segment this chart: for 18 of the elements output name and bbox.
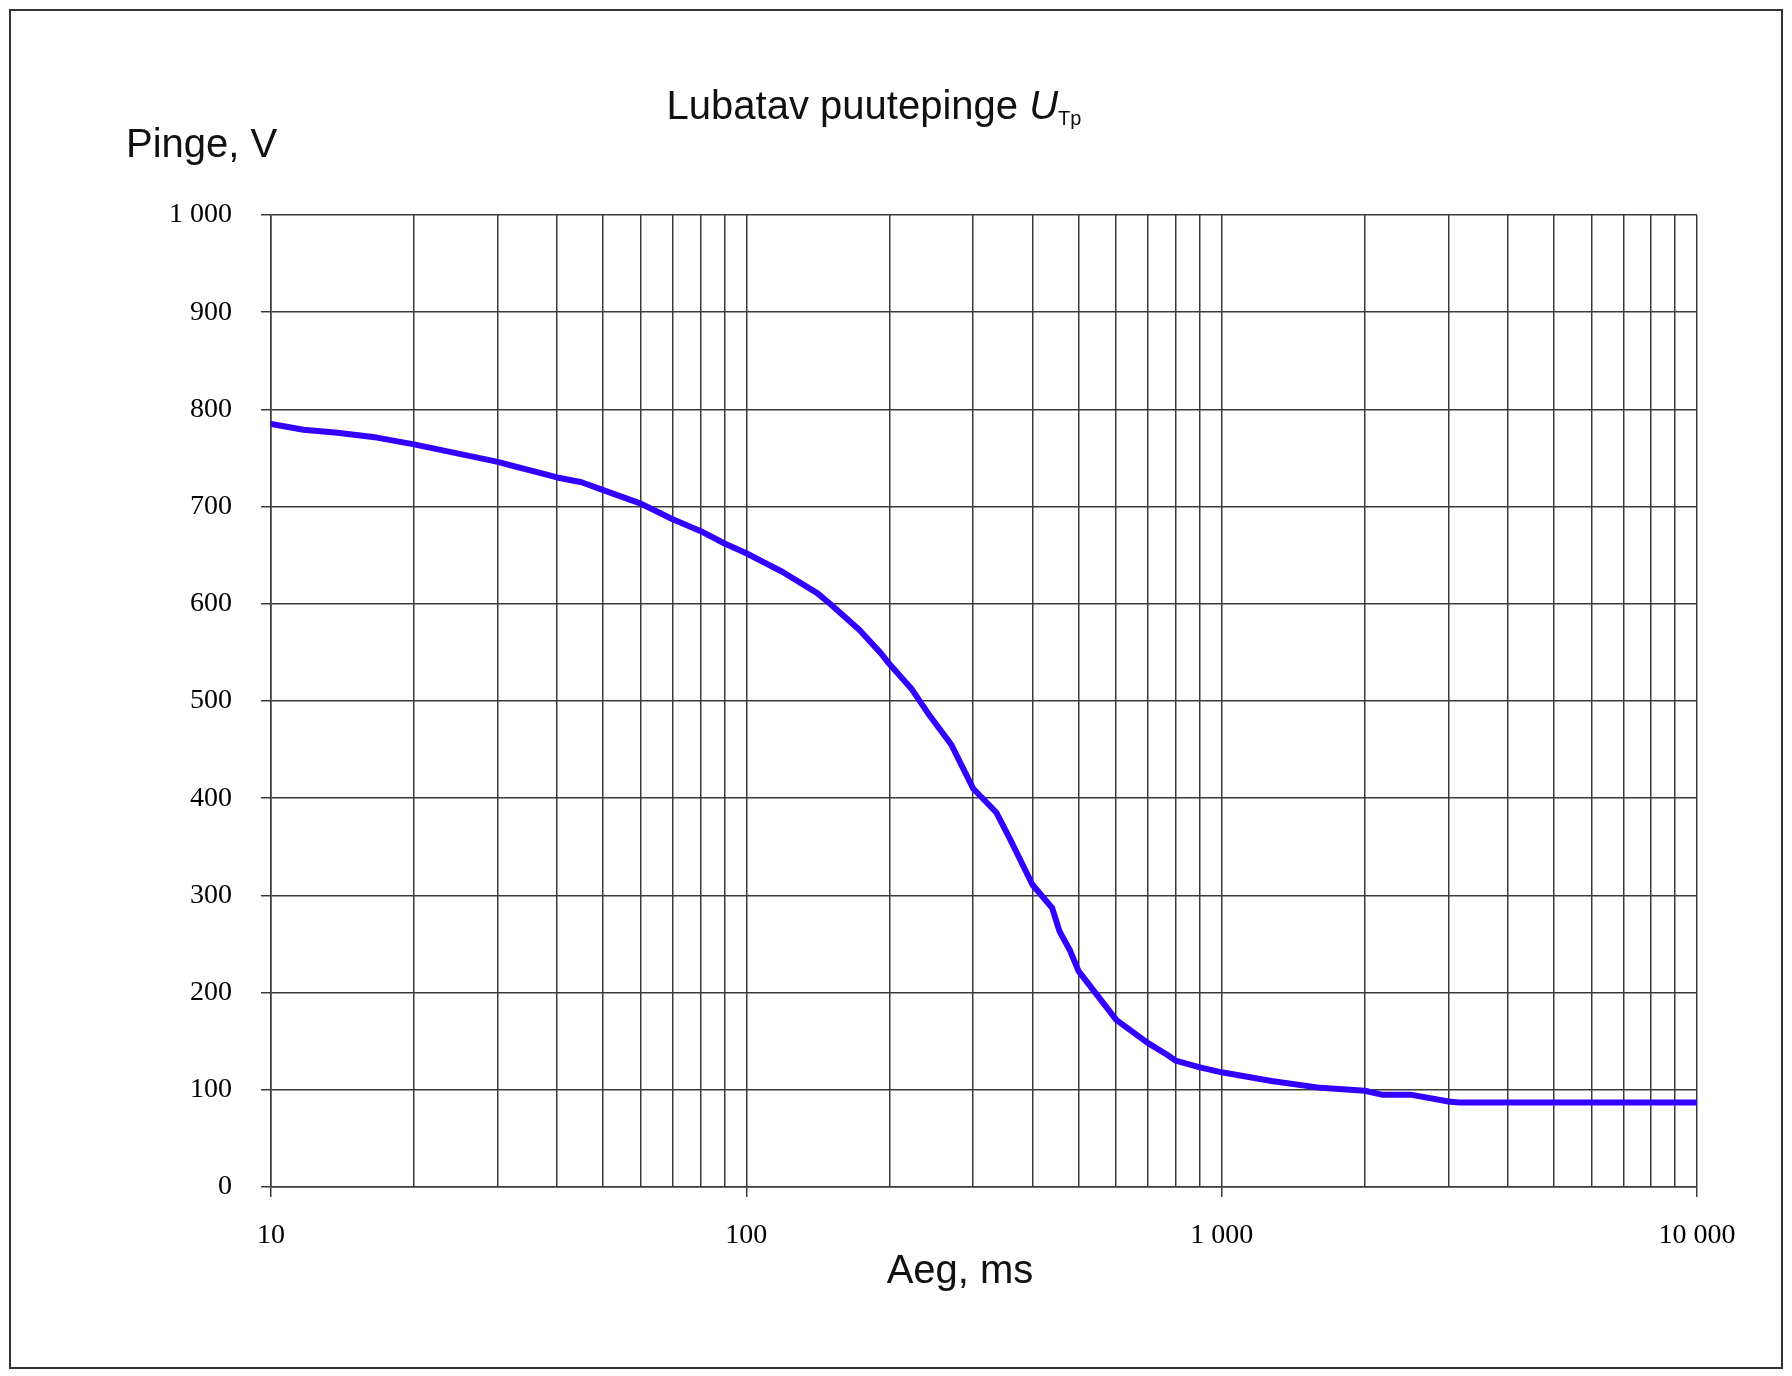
x-tick-label: 100: [725, 1218, 768, 1250]
chart-title: Lubatav puutepinge U$_{Tp}$: [666, 83, 1082, 129]
y-tick-label: 400: [190, 780, 232, 812]
y-tick-label: 200: [190, 974, 232, 1006]
x-tick-label: 1 000: [1190, 1218, 1254, 1250]
y-tick-label: 600: [190, 586, 232, 618]
x-tick-label: 10 000: [1658, 1218, 1736, 1250]
x-axis-title: Aeg, ms: [886, 1247, 1034, 1291]
y-tick-label: 800: [190, 391, 232, 423]
x-tick-label: 10: [257, 1218, 285, 1250]
y-tick-label: 300: [190, 877, 232, 909]
y-axis-title: Pinge, V: [126, 120, 278, 167]
y-tick-label: 100: [190, 1072, 232, 1104]
y-tick-label: 0: [218, 1169, 232, 1201]
y-tick-label: 500: [190, 683, 232, 715]
y-tick-label: 700: [190, 488, 232, 520]
y-tick-label: 1 000: [169, 197, 232, 229]
y-tick-label: 900: [190, 294, 232, 326]
